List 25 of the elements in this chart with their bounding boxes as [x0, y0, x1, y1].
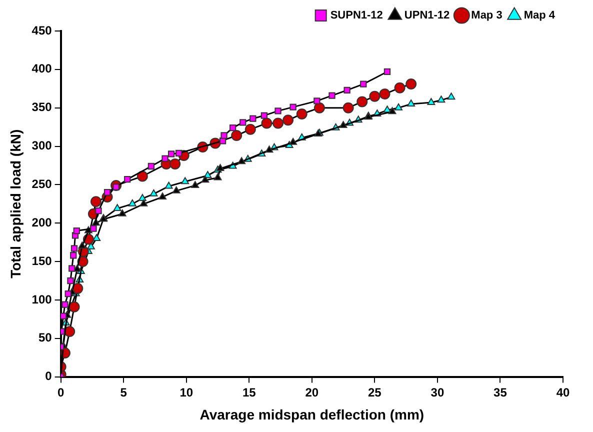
x-tick-label: 35 — [494, 385, 508, 400]
x-tick-label: 25 — [368, 385, 382, 400]
y-tick-label: 300 — [32, 138, 52, 153]
y-tick-label: 200 — [32, 215, 52, 230]
x-tick-label: 10 — [180, 385, 194, 400]
legend-label: SUPN1-12 — [330, 10, 383, 22]
y-tick-label: 350 — [32, 100, 52, 114]
y-tick-label: 150 — [32, 254, 52, 268]
legend-label: Map 3 — [471, 10, 502, 22]
y-tick-label: 0 — [45, 369, 52, 384]
x-axis-title: Avarage midspan deflection (mm) — [200, 406, 424, 422]
x-tick-label: 30 — [430, 385, 444, 400]
y-tick-label: 400 — [32, 62, 52, 76]
x-tick-label: 15 — [242, 385, 256, 400]
legend-label: UPN1-12 — [404, 10, 450, 22]
y-tick-label: 50 — [38, 330, 52, 345]
y-tick-label: 100 — [32, 292, 52, 306]
y-tick-label: 250 — [32, 177, 52, 191]
legend-label: Map 4 — [524, 10, 556, 22]
x-tick-label: 0 — [57, 385, 64, 400]
y-tick-label: 450 — [32, 23, 52, 38]
y-axis-title: Total applied load (kN) — [7, 129, 24, 278]
x-tick-label: 40 — [556, 385, 570, 400]
x-tick-label: 5 — [120, 385, 128, 400]
x-tick-label: 20 — [305, 385, 319, 400]
